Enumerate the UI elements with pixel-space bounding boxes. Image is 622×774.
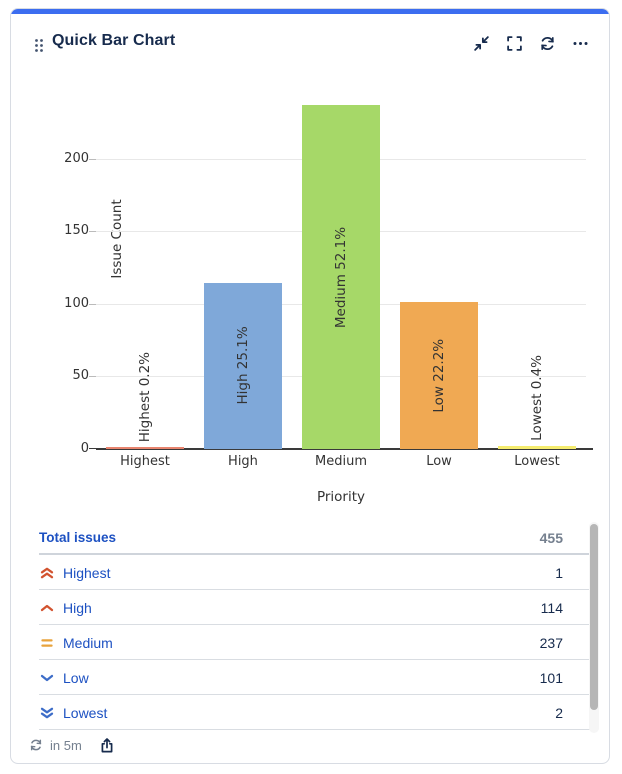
row-divider <box>39 729 597 730</box>
bar-value-label: Medium 52.1% <box>333 226 349 328</box>
more-icon[interactable] <box>571 34 589 52</box>
priority-link-low[interactable]: Low <box>39 670 89 686</box>
table-row: High 114 <box>11 590 609 625</box>
table-row: Low 101 <box>11 660 609 695</box>
priority-label: Lowest <box>63 704 108 721</box>
y-tick-label: 200 <box>64 150 89 166</box>
x-axis-line <box>96 448 594 450</box>
row-divider <box>39 624 597 625</box>
row-divider <box>39 589 597 590</box>
y-tick-label: 100 <box>64 295 89 311</box>
bar-value-label: Low 22.2% <box>431 338 447 413</box>
priority-count: 2 <box>555 704 563 721</box>
priority-label: High <box>63 599 92 616</box>
plot-area: 0 50 100 150 200 Highest 0.2% Highest High 25.1… <box>64 86 594 469</box>
table-row: Highest 1 <box>11 555 609 590</box>
bar-value-label: High 25.1% <box>235 327 251 406</box>
priority-medium-icon <box>39 635 55 651</box>
priority-lowest-icon <box>39 705 55 721</box>
fullscreen-icon[interactable] <box>505 34 523 52</box>
total-issues-label: Total issues <box>39 530 117 545</box>
table-scrollbar-track[interactable] <box>589 522 599 733</box>
y-tick-mark <box>89 231 96 233</box>
table-scrollbar-thumb[interactable] <box>590 524 598 710</box>
priority-count: 114 <box>540 599 563 616</box>
y-tick-label: 50 <box>72 368 89 384</box>
y-tick-mark <box>89 303 96 305</box>
bar-high[interactable] <box>204 283 282 449</box>
priority-highest-icon <box>39 565 55 581</box>
bar-medium[interactable] <box>302 104 380 449</box>
card-accent-bar <box>11 9 609 14</box>
priority-label: Low <box>63 669 89 686</box>
priority-low-icon <box>39 670 55 686</box>
refresh-countdown-icon[interactable] <box>29 738 43 752</box>
y-tick-mark <box>89 448 96 449</box>
refresh-countdown-text: in 5m <box>50 737 82 753</box>
gadget-title: Quick Bar Chart <box>52 32 176 49</box>
minimize-icon[interactable] <box>472 34 490 52</box>
total-issues-value: 455 <box>539 529 563 546</box>
y-tick-mark <box>89 158 96 160</box>
y-tick-label: 0 <box>80 441 89 456</box>
priority-label: Highest <box>63 564 111 581</box>
priority-link-lowest[interactable]: Lowest <box>39 705 107 721</box>
bar-lowest[interactable] <box>498 446 576 449</box>
x-tick-label: High <box>228 454 258 469</box>
bar-highest[interactable] <box>106 447 184 449</box>
x-axis-title: Priority <box>316 489 366 505</box>
bar-value-label: Lowest 0.4% <box>529 355 545 442</box>
table-row: Lowest 2 <box>11 695 609 730</box>
gadget-card: Quick Bar Chart <box>10 8 610 764</box>
priority-stats-table: Total issues 455 Highest 1 High 114 Medium 23… <box>11 520 609 730</box>
priority-count: 101 <box>539 669 563 686</box>
row-divider <box>39 553 597 555</box>
x-tick-label: Low <box>426 454 452 469</box>
bar-chart: Issue Count 0 50 100 150 200 Highest 0.2% High… <box>11 9 609 763</box>
total-issues-row: Total issues 455 <box>11 520 609 555</box>
gadget-footer: in 5m <box>29 732 115 758</box>
priority-link-high[interactable]: High <box>39 600 92 616</box>
bar-low[interactable] <box>400 302 478 449</box>
x-tick-label: Lowest <box>514 454 560 469</box>
row-divider <box>39 694 597 695</box>
y-tick-label: 150 <box>64 223 89 239</box>
drag-handle-icon[interactable] <box>34 38 44 53</box>
table-row: Medium 237 <box>11 625 609 660</box>
priority-label: Medium <box>63 634 113 651</box>
priority-link-medium[interactable]: Medium <box>39 635 113 651</box>
priority-count: 1 <box>555 564 563 581</box>
row-divider <box>39 659 597 660</box>
bar-value-label: Highest 0.2% <box>137 351 153 442</box>
priority-count: 237 <box>539 634 563 651</box>
refresh-icon[interactable] <box>538 34 556 52</box>
share-icon[interactable] <box>99 737 115 754</box>
x-tick-label: Highest <box>120 454 170 469</box>
priority-high-icon <box>39 600 55 616</box>
gadget-header: Quick Bar Chart <box>11 29 609 63</box>
y-tick-mark <box>89 376 96 378</box>
x-tick-label: Medium <box>315 454 367 469</box>
priority-link-highest[interactable]: Highest <box>39 565 110 581</box>
